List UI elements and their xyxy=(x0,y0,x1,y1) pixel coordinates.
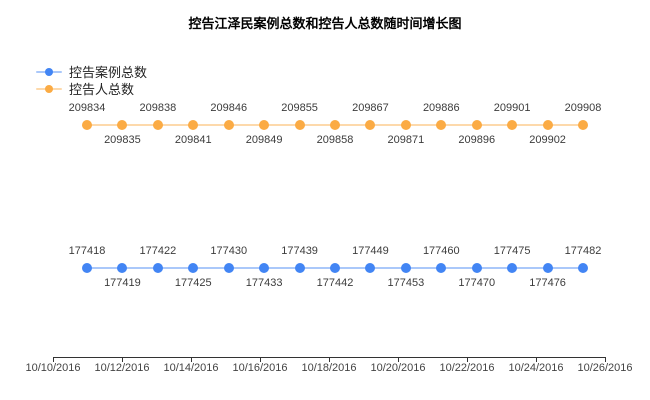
point-value-label: 177433 xyxy=(245,277,283,289)
data-point[interactable] xyxy=(294,119,305,130)
x-axis-tick xyxy=(398,357,399,362)
data-point[interactable] xyxy=(578,263,589,273)
data-point[interactable] xyxy=(188,263,199,273)
x-axis-label: 10/22/2016 xyxy=(439,362,495,374)
data-point[interactable] xyxy=(259,119,270,130)
chart-title: 控告江泽民案例总数和控告人总数随时间增长图 xyxy=(188,16,462,31)
x-axis-label: 10/14/2016 xyxy=(163,362,219,374)
x-axis-label: 10/12/2016 xyxy=(94,362,150,374)
point-value-label: 177439 xyxy=(281,245,318,257)
point-value-label: 177453 xyxy=(387,277,425,289)
point-value-label: 209846 xyxy=(210,101,248,114)
data-point[interactable] xyxy=(400,263,411,273)
data-point[interactable] xyxy=(223,119,234,130)
point-value-label: 209901 xyxy=(493,101,531,114)
line-dot-marker-icon xyxy=(36,67,62,77)
data-point[interactable] xyxy=(436,119,447,130)
legend-item-cases[interactable]: 控告案例总数 xyxy=(36,63,147,80)
data-point[interactable] xyxy=(400,119,411,130)
point-value-label: 177442 xyxy=(316,277,354,289)
data-point[interactable] xyxy=(294,263,305,273)
data-point[interactable] xyxy=(330,263,340,273)
point-value-label: 177476 xyxy=(529,277,566,289)
point-value-label: 177430 xyxy=(210,245,248,257)
point-value-label: 209867 xyxy=(352,101,389,114)
point-value-label: 177418 xyxy=(68,245,106,257)
data-point[interactable] xyxy=(117,119,128,130)
point-value-label: 209896 xyxy=(458,133,496,146)
point-value-label: 177425 xyxy=(174,277,212,289)
point-value-label: 209858 xyxy=(316,133,354,146)
point-value-label: 209838 xyxy=(139,101,177,114)
x-axis-tick xyxy=(467,357,468,362)
data-point[interactable] xyxy=(117,263,128,273)
data-point[interactable] xyxy=(542,263,553,273)
point-value-label: 209835 xyxy=(104,133,141,146)
line-dot-marker-icon xyxy=(36,84,62,94)
data-point[interactable] xyxy=(188,119,199,130)
point-value-label: 177422 xyxy=(139,245,177,257)
x-axis-label: 10/18/2016 xyxy=(301,362,357,374)
point-value-label: 177482 xyxy=(564,245,602,257)
x-axis-tick xyxy=(536,357,537,362)
data-point[interactable] xyxy=(436,263,447,273)
point-value-label: 209841 xyxy=(174,133,212,146)
x-axis-tick xyxy=(329,357,330,362)
legend: 控告案例总数 控告人总数 xyxy=(36,63,147,97)
point-value-label: 209886 xyxy=(422,101,460,114)
point-value-label: 209855 xyxy=(281,101,318,114)
data-point[interactable] xyxy=(152,119,163,130)
data-point[interactable] xyxy=(223,263,234,273)
data-point[interactable] xyxy=(82,263,92,273)
data-point[interactable] xyxy=(365,263,376,273)
x-axis-tick xyxy=(53,357,54,362)
x-axis-tick xyxy=(191,357,192,362)
data-point[interactable] xyxy=(365,119,376,130)
point-value-label: 209908 xyxy=(564,101,602,114)
point-value-label: 177470 xyxy=(458,277,496,289)
data-point[interactable] xyxy=(471,119,482,130)
x-axis-tick xyxy=(260,357,261,362)
data-point[interactable] xyxy=(82,119,92,130)
x-axis-label: 10/16/2016 xyxy=(232,362,288,374)
point-value-label: 177460 xyxy=(422,245,460,257)
point-value-label: 177475 xyxy=(493,245,531,257)
data-point[interactable] xyxy=(507,263,518,273)
data-point[interactable] xyxy=(152,263,163,273)
point-value-label: 209834 xyxy=(68,101,106,114)
point-value-label: 209849 xyxy=(245,133,283,146)
data-point[interactable] xyxy=(259,263,270,273)
x-axis-label: 10/10/2016 xyxy=(25,362,81,374)
point-value-label: 177449 xyxy=(352,245,389,257)
data-point[interactable] xyxy=(542,119,553,130)
legend-item-accusers[interactable]: 控告人总数 xyxy=(36,80,147,97)
point-value-label: 209902 xyxy=(529,133,566,146)
point-value-label: 209871 xyxy=(387,133,425,146)
x-axis-tick xyxy=(122,357,123,362)
data-point[interactable] xyxy=(578,119,589,130)
x-axis-label: 10/20/2016 xyxy=(370,362,426,374)
x-axis-label: 10/24/2016 xyxy=(508,362,564,374)
x-axis-tick xyxy=(605,357,606,362)
point-value-label: 177419 xyxy=(104,277,141,289)
data-point[interactable] xyxy=(471,263,482,273)
x-axis-label: 10/26/2016 xyxy=(577,362,633,374)
data-point[interactable] xyxy=(507,119,518,130)
legend-label-accusers: 控告人总数 xyxy=(69,82,135,97)
legend-label-cases: 控告案例总数 xyxy=(69,65,148,80)
data-point[interactable] xyxy=(330,119,340,130)
